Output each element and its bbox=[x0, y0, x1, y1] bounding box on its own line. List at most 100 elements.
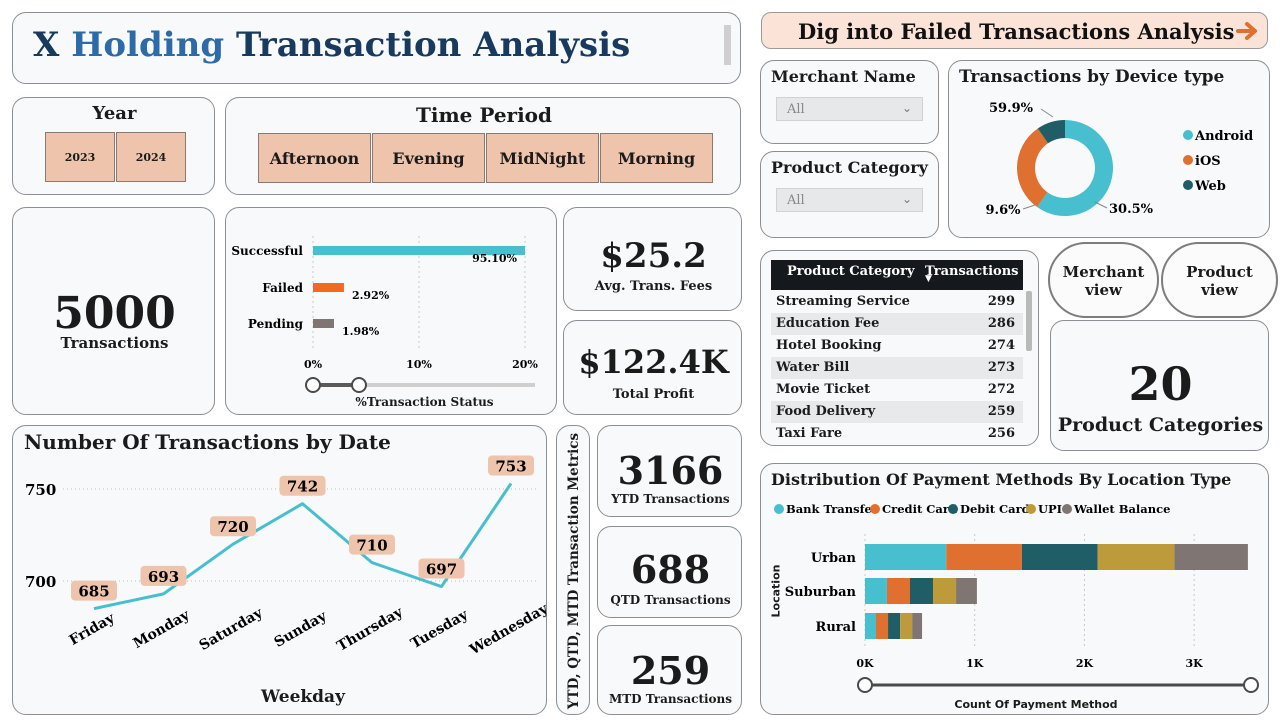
device-chart-card: Transactions by Device type 59.9% 30.5% 9.… bbox=[948, 60, 1270, 238]
merchant-dropdown[interactable]: All ⌄ bbox=[776, 97, 923, 121]
merchant-view-button[interactable]: Merchant view bbox=[1048, 242, 1159, 318]
product-table-header-transactions[interactable]: Transactions bbox=[925, 264, 1019, 279]
profit-kpi-card: $122.4K Total Profit bbox=[563, 320, 742, 415]
payment-bar-segment[interactable] bbox=[865, 544, 947, 570]
transactions-kpi-value: 5000 bbox=[53, 288, 176, 339]
table-cell-category: Movie Ticket bbox=[776, 382, 871, 397]
chevron-down-icon: ⌄ bbox=[901, 101, 912, 115]
status-slider-handle-min[interactable] bbox=[305, 377, 321, 393]
table-row[interactable]: Education Fee 286 bbox=[771, 313, 1023, 335]
status-tick-label: 10% bbox=[406, 358, 432, 371]
device-legend-marker bbox=[1183, 180, 1193, 190]
payment-bar-segment[interactable] bbox=[900, 613, 913, 639]
table-cell-category: Education Fee bbox=[776, 316, 880, 331]
date-line-chart: 700 750 685 Friday 693 Monday 720 Saturday 742 Su… bbox=[25, 455, 548, 659]
time-evening-button[interactable]: Evening bbox=[372, 133, 485, 183]
mtd-value: 259 bbox=[630, 648, 711, 693]
payment-bar-segment[interactable] bbox=[956, 578, 977, 604]
product-table-header-category[interactable]: Product Category bbox=[787, 264, 915, 279]
payment-chart-card: Distribution Of Payment Methods By Locat… bbox=[760, 463, 1269, 715]
status-bar[interactable] bbox=[313, 246, 525, 255]
status-bar[interactable] bbox=[313, 319, 334, 328]
payment-bar-segment[interactable] bbox=[933, 578, 957, 604]
line-data-label-bg bbox=[488, 455, 534, 476]
payment-slider-handle-max[interactable] bbox=[1243, 677, 1259, 693]
device-legend-marker bbox=[1183, 130, 1193, 140]
payment-bar-segment[interactable] bbox=[912, 613, 923, 639]
device-chart-title: Transactions by Device type bbox=[959, 67, 1225, 87]
payment-bar-segment[interactable] bbox=[909, 578, 934, 604]
device-donut-slice[interactable] bbox=[1017, 128, 1048, 208]
payment-bar-segment[interactable] bbox=[886, 578, 910, 604]
table-row[interactable]: Hotel Booking 274 bbox=[771, 335, 1023, 357]
time-midnight-button[interactable]: MidNight bbox=[486, 133, 599, 183]
payment-bar-segment[interactable] bbox=[1174, 544, 1248, 570]
ytd-value: 3166 bbox=[617, 448, 724, 493]
device-legend-label[interactable]: iOS bbox=[1195, 154, 1221, 169]
profit-kpi-value: $122.4K bbox=[578, 343, 729, 381]
table-cell-transactions: 273 bbox=[987, 360, 1015, 375]
status-slider-handle-max[interactable] bbox=[351, 377, 367, 393]
status-category-label: Pending bbox=[248, 317, 304, 331]
line-data-label: 742 bbox=[287, 478, 318, 496]
payment-bar-segment[interactable] bbox=[865, 578, 887, 604]
payment-bar-segment[interactable] bbox=[865, 613, 876, 639]
payment-bar-segment[interactable] bbox=[888, 613, 901, 639]
payment-legend-label[interactable]: Wallet Balance bbox=[1073, 502, 1170, 516]
qtd-card: 688 QTD Transactions bbox=[597, 526, 742, 618]
payment-slider-handle-min[interactable] bbox=[857, 677, 873, 693]
payment-bar-segment[interactable] bbox=[1097, 544, 1175, 570]
payment-legend-marker bbox=[870, 504, 880, 514]
payment-legend-label[interactable]: Bank Transfer bbox=[786, 502, 879, 516]
table-row[interactable]: Taxi Fare 256 bbox=[771, 423, 1023, 441]
product-view-button[interactable]: Product view bbox=[1161, 242, 1278, 318]
year-2024-button[interactable]: 2024 bbox=[116, 132, 186, 182]
status-tick-label: 0% bbox=[304, 358, 323, 371]
payment-legend-label[interactable]: Credit Card bbox=[882, 502, 957, 516]
payment-bar-segment[interactable] bbox=[946, 544, 1022, 570]
line-data-label-bg bbox=[71, 580, 117, 601]
table-row[interactable]: Food Delivery 259 bbox=[771, 401, 1023, 423]
line-data-label-bg bbox=[140, 565, 187, 586]
product-category-dropdown[interactable]: All ⌄ bbox=[776, 188, 923, 212]
table-cell-transactions: 256 bbox=[987, 426, 1015, 441]
payment-legend-label[interactable]: UPI bbox=[1038, 502, 1062, 516]
year-2023-button[interactable]: 2023 bbox=[45, 132, 115, 182]
line-series[interactable] bbox=[93, 482, 513, 611]
time-morning-button[interactable]: Morning bbox=[600, 133, 713, 183]
title-scrollbar[interactable] bbox=[724, 25, 731, 65]
table-cell-transactions: 272 bbox=[987, 382, 1015, 397]
product-table-scrollbar[interactable] bbox=[1026, 291, 1032, 351]
title-x: X bbox=[33, 25, 60, 65]
failed-analysis-button[interactable]: Dig into Failed Transactions Analysis bbox=[761, 12, 1268, 49]
line-data-label-bg bbox=[279, 475, 326, 496]
device-leader-line bbox=[1040, 108, 1054, 118]
device-donut-slice[interactable] bbox=[1037, 120, 1065, 144]
metrics-side-label-card: YTD, QTD, MTD Transaction Metrics bbox=[556, 425, 590, 715]
device-donut-slice[interactable] bbox=[1037, 120, 1113, 216]
table-row[interactable]: Streaming Service 299 bbox=[771, 291, 1023, 313]
table-cell-transactions: 274 bbox=[987, 338, 1015, 353]
merchant-view-label: Merchant view bbox=[1062, 263, 1145, 299]
table-row[interactable]: Water Bill 273 bbox=[771, 357, 1023, 379]
payment-tick-label: 0K bbox=[856, 657, 874, 670]
sort-desc-icon: ▼ bbox=[925, 274, 932, 284]
device-data-label: 59.9% bbox=[989, 101, 1034, 116]
product-category-dropdown-value: All bbox=[787, 193, 805, 208]
device-leader-line bbox=[1022, 204, 1036, 210]
metrics-side-label: YTD, QTD, MTD Transaction Metrics bbox=[566, 432, 582, 710]
status-category-label: Failed bbox=[262, 281, 303, 295]
status-bar[interactable] bbox=[313, 283, 344, 292]
mtd-label: MTD Transactions bbox=[608, 692, 733, 706]
product-categories-kpi-card: 20 Product Categories bbox=[1050, 320, 1269, 451]
payment-legend-label[interactable]: Debit Card bbox=[960, 502, 1030, 516]
status-data-label: 2.92% bbox=[352, 289, 390, 302]
payment-bar-segment[interactable] bbox=[1021, 544, 1098, 570]
time-afternoon-button[interactable]: Afternoon bbox=[258, 133, 371, 183]
status-xlabel: %Transaction Status bbox=[355, 395, 494, 409]
table-row[interactable]: Movie Ticket 272 bbox=[771, 379, 1023, 401]
device-legend-label[interactable]: Web bbox=[1194, 179, 1226, 194]
device-legend-label[interactable]: Android bbox=[1194, 129, 1253, 144]
payment-bar-segment[interactable] bbox=[875, 613, 889, 639]
fees-kpi-label: Avg. Trans. Fees bbox=[594, 279, 713, 294]
